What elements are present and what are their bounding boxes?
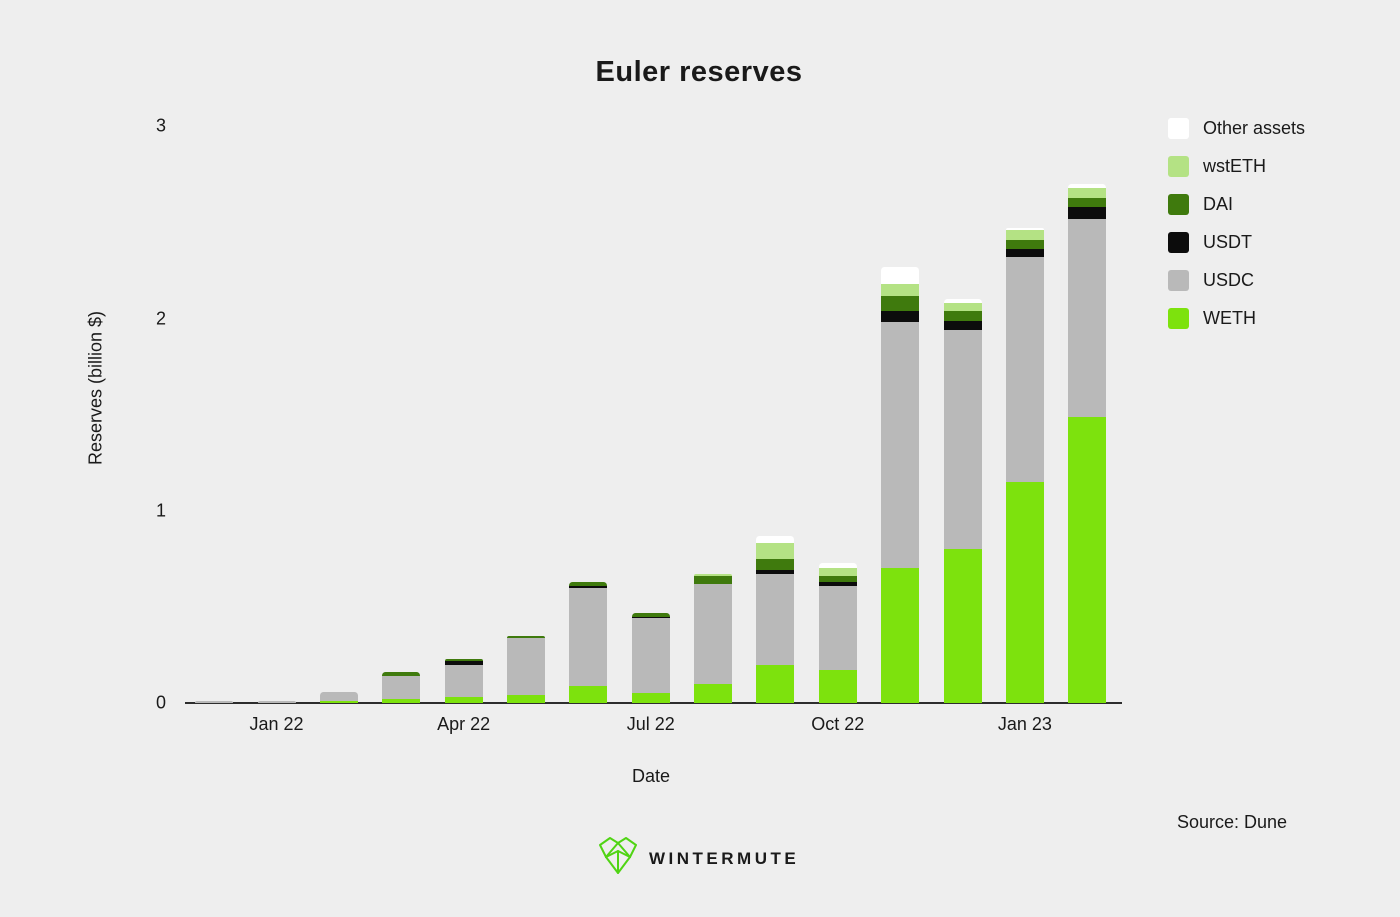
bar-segment-weth bbox=[569, 685, 608, 703]
bar-segment-usdc bbox=[569, 587, 608, 686]
chart-legend: Other assets wstETH DAI USDT USDC WETH bbox=[1168, 118, 1305, 329]
bar-segment-usdc bbox=[694, 583, 733, 684]
bar-segment-wsteth bbox=[1005, 230, 1044, 240]
bar-segment-usdc bbox=[382, 676, 421, 700]
legend-label: Other assets bbox=[1203, 118, 1306, 138]
x-axis-tick-label: Oct 22 bbox=[811, 714, 865, 734]
x-axis-title: Date bbox=[631, 766, 671, 786]
x-axis-tick-label: Jan 23 bbox=[997, 714, 1052, 734]
bar-segment-weth bbox=[1068, 416, 1107, 703]
bar-segment-other-assets bbox=[881, 266, 920, 284]
bar-segment-weth bbox=[1005, 481, 1044, 703]
bar-segment-other-assets bbox=[818, 562, 857, 569]
bar-segment-dai bbox=[507, 635, 545, 638]
legend-item-usdc: USDC bbox=[1168, 270, 1305, 291]
legend-label: WETH bbox=[1203, 308, 1256, 328]
bar-segment-weth bbox=[444, 697, 483, 703]
legend-item-dai: DAI bbox=[1168, 194, 1305, 215]
x-axis-line bbox=[185, 702, 1122, 704]
bar-segment-dai bbox=[881, 295, 920, 311]
legend-swatch bbox=[1168, 270, 1189, 291]
bar-segment-usdt bbox=[1068, 207, 1107, 219]
x-axis-tick-label: Jan 22 bbox=[249, 714, 304, 734]
legend-item-other-assets: Other assets bbox=[1168, 118, 1305, 139]
bar-segment-usdc bbox=[818, 585, 857, 671]
legend-swatch bbox=[1168, 194, 1189, 215]
bar-segment-dai bbox=[1005, 239, 1044, 250]
bar-segment-usdc bbox=[195, 701, 234, 703]
y-axis-tick-label: 1 bbox=[155, 500, 166, 521]
wintermute-brand: WINTERMUTE bbox=[597, 835, 799, 882]
y-axis-tick-label: 0 bbox=[155, 692, 166, 713]
bar-segment-wsteth bbox=[881, 284, 920, 296]
y-axis-title: Reserves (billion $) bbox=[85, 310, 106, 466]
x-axis-tick-label: Jul 22 bbox=[626, 714, 675, 734]
bar-segment-weth bbox=[694, 683, 733, 703]
bar-segment-weth bbox=[818, 670, 857, 703]
bar-segment-usdt bbox=[1005, 249, 1044, 258]
bar-segment-weth bbox=[943, 549, 982, 703]
y-axis-tick-label: 3 bbox=[155, 115, 166, 136]
legend-swatch bbox=[1168, 232, 1189, 253]
legend-item-weth: WETH bbox=[1168, 308, 1305, 329]
bar-segment-weth bbox=[382, 699, 421, 703]
bar-segment-weth bbox=[631, 693, 670, 703]
wintermute-wordmark: WINTERMUTE bbox=[649, 848, 800, 868]
bar-segment-weth bbox=[319, 701, 358, 703]
legend-swatch bbox=[1168, 308, 1189, 329]
bar-segment-usdt bbox=[756, 570, 795, 575]
bar-segment-usdt bbox=[943, 320, 982, 331]
bar-segment-usdc bbox=[257, 701, 296, 703]
bar-segment-weth bbox=[756, 664, 795, 703]
legend-item-usdt: USDT bbox=[1168, 232, 1305, 253]
bar-segment-usdc bbox=[943, 330, 982, 550]
bar-segment-weth bbox=[881, 568, 920, 703]
bar-segment-dai bbox=[694, 576, 733, 584]
bar-segment-usdt bbox=[444, 660, 483, 665]
bar-segment-usdc bbox=[319, 692, 358, 702]
bar-segment-dai bbox=[444, 658, 483, 661]
bar-segment-wsteth bbox=[756, 543, 795, 559]
bar-segment-dai bbox=[943, 310, 982, 321]
bar-segment-usdc bbox=[631, 618, 670, 694]
bar-segment-dai bbox=[818, 576, 857, 582]
bar-segment-other-assets bbox=[943, 299, 982, 304]
bar-segment-wsteth bbox=[818, 568, 857, 577]
source-note: Source: Dune bbox=[1177, 812, 1288, 832]
bar-segment-usdc bbox=[881, 322, 920, 569]
bar-segment-usdc bbox=[756, 574, 795, 665]
legend-swatch bbox=[1168, 118, 1189, 139]
legend-swatch bbox=[1168, 156, 1189, 177]
bar-segment-usdt bbox=[569, 585, 608, 588]
wintermute-logo-icon bbox=[597, 835, 639, 882]
bar-segment-usdt bbox=[881, 310, 920, 323]
legend-item-wsteth: wstETH bbox=[1168, 156, 1305, 177]
bar-segment-wsteth bbox=[943, 303, 982, 311]
bar-segment-wsteth bbox=[1068, 187, 1107, 198]
bar-segment-wsteth bbox=[694, 574, 733, 577]
bar-segment-usdc bbox=[1005, 257, 1044, 482]
x-axis-tick-label: Apr 22 bbox=[437, 714, 491, 734]
bar-segment-dai bbox=[631, 612, 670, 617]
legend-label: wstETH bbox=[1203, 156, 1266, 176]
y-axis-tick-label: 2 bbox=[155, 308, 166, 329]
bar-segment-dai bbox=[756, 558, 795, 571]
legend-label: USDC bbox=[1203, 270, 1255, 290]
bar-segment-usdt bbox=[631, 616, 670, 619]
bar-segment-usdc bbox=[507, 637, 545, 696]
legend-label: DAI bbox=[1203, 194, 1234, 214]
bar-segment-dai bbox=[569, 581, 608, 586]
legend-label: USDT bbox=[1203, 232, 1252, 252]
bar-segment-other-assets bbox=[1005, 228, 1044, 231]
bar-segment-usdc bbox=[1068, 218, 1107, 417]
bar-segment-dai bbox=[1068, 197, 1107, 208]
bar-segment-usdt bbox=[818, 581, 857, 586]
chart-title: Euler reserves bbox=[595, 56, 803, 88]
bar-segment-dai bbox=[382, 672, 421, 677]
bar-segment-weth bbox=[507, 695, 545, 703]
bar-segment-usdc bbox=[444, 664, 483, 698]
bar-segment-other-assets bbox=[756, 535, 795, 544]
bar-segment-other-assets bbox=[1068, 184, 1107, 188]
